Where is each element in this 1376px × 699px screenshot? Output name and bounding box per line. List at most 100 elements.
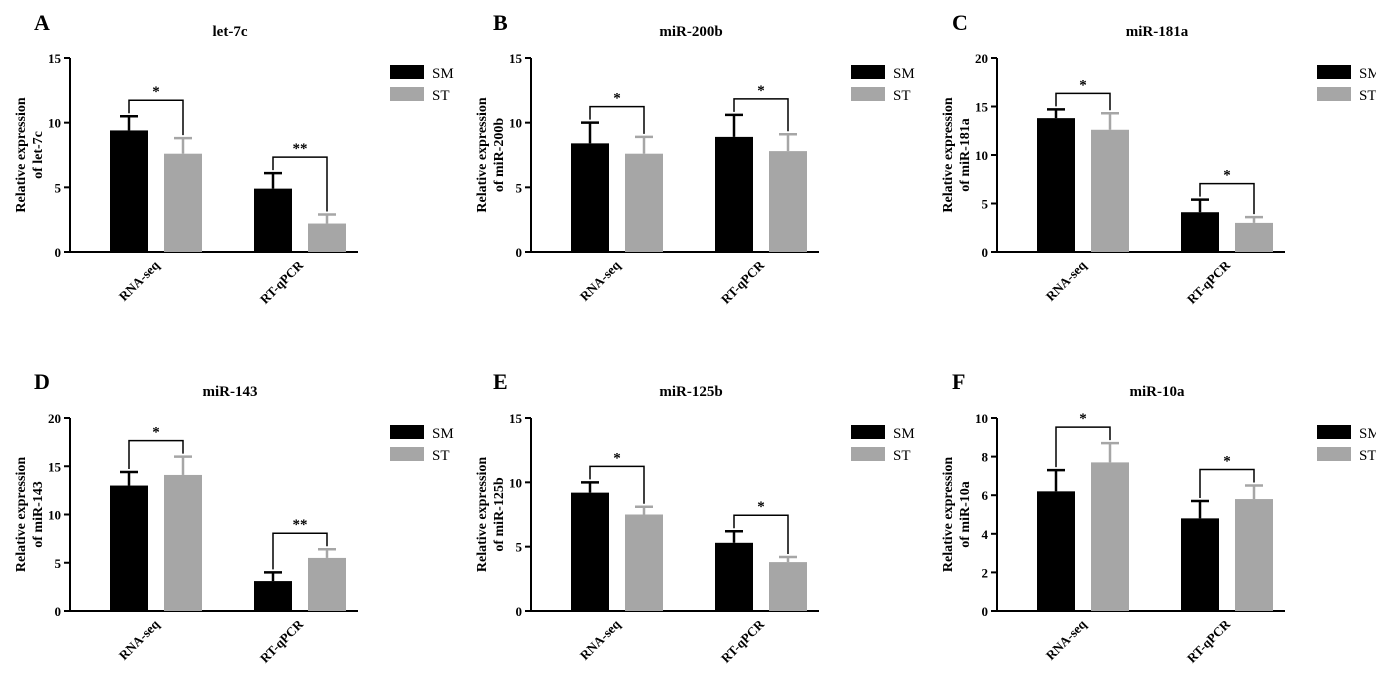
bar-sm-rna-seq [1037,118,1075,252]
significance-bracket [733,98,789,132]
legend-swatch-st [390,447,424,461]
legend-swatch-st [1317,447,1351,461]
bar-st-rt-qpcr [1235,499,1273,611]
bar-sm-rna-seq [571,143,609,252]
panel-title: miR-10a [1130,384,1185,400]
significance-bracket [272,156,328,212]
significance-bracket [589,105,645,134]
panel-title: miR-143 [203,384,258,400]
bar-sm-rt-qpcr [1181,212,1219,252]
y-tick-label: 2 [982,565,989,580]
y-tick-label: 15 [509,411,523,426]
legend-label-st: ST [432,88,450,104]
y-tick-label: 20 [975,51,988,66]
significance-bracket [272,532,328,570]
significance-label: * [1079,77,1087,93]
bar-sm-rna-seq [571,492,609,611]
x-category-label: RNA-seq [1043,616,1090,663]
bar-sm-rt-qpcr [715,542,753,611]
bar-sm-rt-qpcr [1181,518,1219,611]
significance-label: ** [293,517,308,533]
legend-label-st: ST [1359,448,1376,464]
y-tick-label: 10 [975,148,988,163]
significance-bracket [733,514,789,554]
y-axis-label: of miR-10a [958,481,973,548]
bar-st-rt-qpcr [769,562,807,611]
y-tick-label: 15 [48,51,62,66]
significance-label: * [152,425,160,441]
legend-swatch-sm [851,425,885,439]
bar-sm-rt-qpcr [715,136,753,252]
y-axis-label: of miR-181a [958,118,973,192]
y-tick-label: 15 [509,51,523,66]
y-tick-label: 6 [982,488,989,503]
bar-st-rt-qpcr [308,557,346,611]
legend-label-sm: SM [432,66,454,82]
y-tick-label: 20 [48,411,61,426]
bar-sm-rt-qpcr [254,581,292,611]
panel-letter: F [952,369,965,394]
significance-bracket [1199,468,1255,498]
panel-letter: D [34,369,50,394]
significance-label: * [757,83,765,99]
legend-swatch-st [390,87,424,101]
y-tick-label: 4 [982,527,989,542]
bar-st-rna-seq [625,153,663,252]
bar-st-rna-seq [164,153,202,252]
y-tick-label: 10 [509,475,522,490]
panel-letter: E [493,369,508,394]
y-tick-label: 5 [982,197,989,212]
legend-swatch-sm [390,65,424,79]
significance-label: * [152,84,160,100]
y-tick-label: 8 [982,450,989,465]
legend-swatch-st [851,87,885,101]
significance-label: * [1223,168,1231,184]
bar-sm-rna-seq [110,485,148,611]
significance-label: * [1223,454,1231,470]
legend-label-st: ST [432,448,450,464]
x-category-label: RT-qPCR [718,257,768,307]
legend-swatch-st [1317,87,1351,101]
y-axis-label: Relative expression [941,457,956,572]
bar-st-rt-qpcr [769,151,807,252]
x-category-label: RNA-seq [577,257,624,304]
panel-letter: B [493,10,508,35]
y-tick-label: 5 [516,540,523,555]
x-category-label: RNA-seq [577,616,624,663]
panel-title: miR-125b [659,384,722,400]
bar-st-rna-seq [1091,129,1129,252]
y-tick-label: 0 [516,245,523,260]
x-category-label: RT-qPCR [1184,257,1234,307]
legend-swatch-sm [851,65,885,79]
y-axis-label: of miR-143 [31,481,46,548]
panel-title: miR-200b [659,24,722,40]
bar-sm-rna-seq [1037,491,1075,611]
legend-label-sm: SM [893,66,915,82]
significance-bracket [128,99,184,136]
panel-letter: A [34,10,50,35]
legend-swatch-sm [1317,65,1351,79]
x-category-label: RT-qPCR [718,616,768,666]
y-tick-label: 0 [55,604,62,619]
legend-label-st: ST [893,448,911,464]
bar-sm-rna-seq [110,130,148,252]
x-category-label: RT-qPCR [257,616,307,666]
legend-swatch-st [851,447,885,461]
significance-label: * [613,91,621,107]
bar-st-rna-seq [625,514,663,611]
y-tick-label: 10 [48,116,61,131]
x-category-label: RNA-seq [116,257,163,304]
y-axis-label: Relative expression [14,457,29,572]
panel-title: miR-181a [1126,24,1189,40]
significance-bracket [589,465,645,504]
x-category-label: RNA-seq [1043,257,1090,304]
legend-label-sm: SM [1359,66,1376,82]
bar-st-rt-qpcr [1235,222,1273,252]
